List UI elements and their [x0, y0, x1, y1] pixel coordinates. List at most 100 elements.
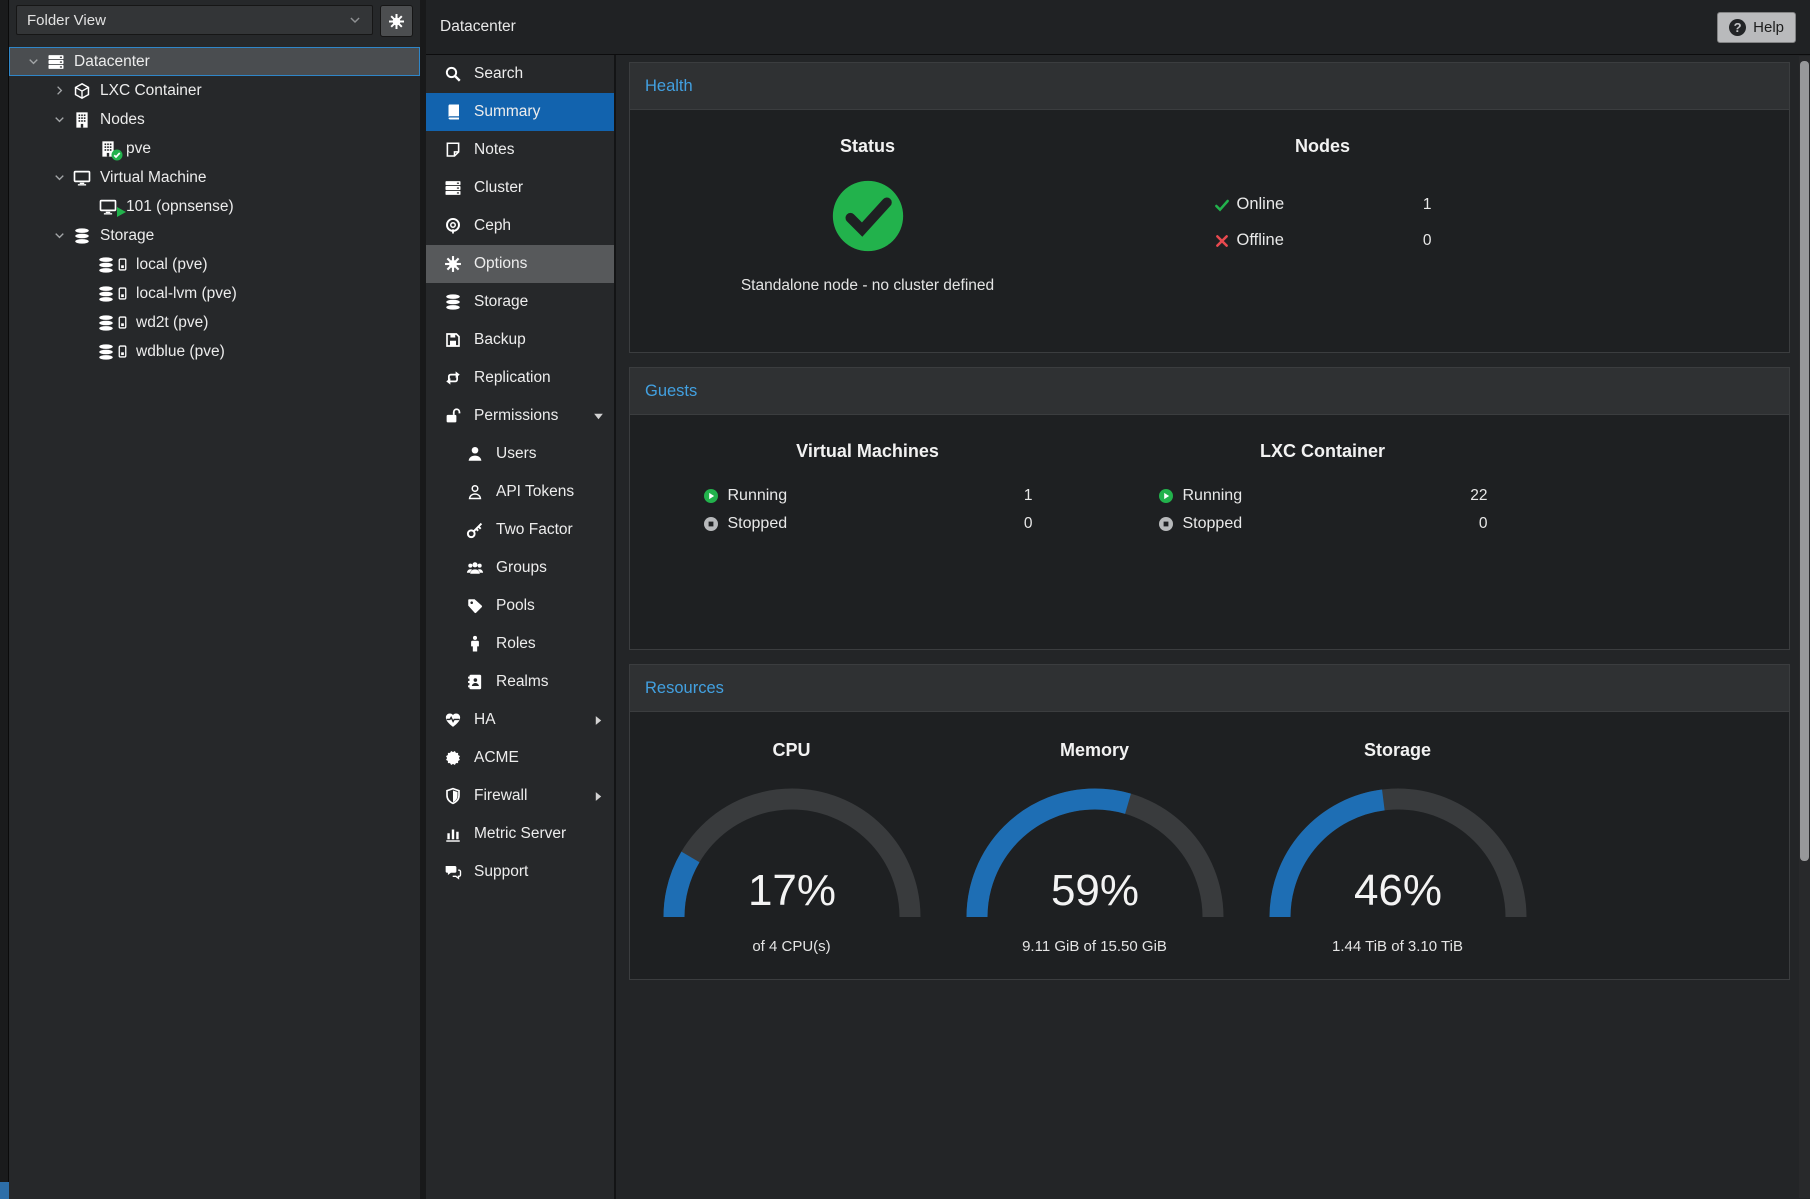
- online-label: Online: [1237, 195, 1285, 214]
- nav-item-api-tokens[interactable]: API Tokens: [426, 473, 614, 511]
- memory-percent: 59%: [1050, 866, 1138, 915]
- cpu-gauge-column: CPU 17% of 4 CPU(s): [640, 740, 943, 955]
- help-button[interactable]: ? Help: [1717, 12, 1796, 43]
- health-status-column: Status Standalone node - no cluster defi…: [640, 136, 1095, 352]
- bar-chart-icon: [443, 825, 462, 844]
- book-icon: [443, 103, 462, 122]
- nav-item-realms[interactable]: Realms: [426, 663, 614, 701]
- nav-item-search[interactable]: Search: [426, 55, 614, 93]
- lxc-stopped-count: 0: [1479, 515, 1488, 533]
- nav-item-groups[interactable]: Groups: [426, 549, 614, 587]
- nodes-offline-row: Offline 0: [1214, 231, 1432, 250]
- nav-item-roles[interactable]: Roles: [426, 625, 614, 663]
- chevron-down-icon[interactable]: [49, 229, 69, 242]
- left-edge-strip: [0, 0, 9, 1199]
- comments-icon: [443, 863, 462, 882]
- nav-item-pools[interactable]: Pools: [426, 587, 614, 625]
- nav-item-options[interactable]: Options: [426, 245, 614, 283]
- database-icon: [443, 293, 462, 312]
- shield-icon: [443, 787, 462, 806]
- nav-item-replication[interactable]: Replication: [426, 359, 614, 397]
- chevron-down-icon[interactable]: [23, 55, 43, 68]
- tree-item-storage[interactable]: Storage: [9, 221, 420, 250]
- cpu-subtext: of 4 CPU(s): [640, 938, 943, 955]
- chevron-right-icon[interactable]: [49, 84, 69, 97]
- tree-item-label: pve: [126, 140, 151, 158]
- server-stack-icon: [45, 52, 67, 71]
- resource-tree: Datacenter LXC Container Nodes pve Virtu…: [9, 46, 420, 366]
- user-outline-icon: [465, 483, 484, 502]
- nav-item-cluster[interactable]: Cluster: [426, 169, 614, 207]
- tree-item-datacenter[interactable]: Datacenter: [9, 47, 420, 76]
- sync-icon: [443, 369, 462, 388]
- tree-item-label: Datacenter: [74, 53, 150, 71]
- chevron-down-icon[interactable]: [49, 171, 69, 184]
- content-scrollbar[interactable]: [1799, 56, 1810, 1198]
- vm-column: Virtual Machines Running 1 Stopped: [640, 441, 1095, 649]
- nav-item-summary[interactable]: Summary: [426, 93, 614, 131]
- vm-heading: Virtual Machines: [640, 441, 1095, 462]
- online-count: 1: [1423, 196, 1432, 214]
- memory-gauge: 59%: [965, 777, 1225, 927]
- resource-tree-sidebar: Folder View Datacenter LXC Container Nod…: [9, 0, 420, 1199]
- cpu-heading: CPU: [640, 740, 943, 761]
- status-message: Standalone node - no cluster defined: [640, 277, 1095, 295]
- tree-item-storage-local[interactable]: local (pve): [9, 250, 420, 279]
- tree-item-storage-wd2t[interactable]: wd2t (pve): [9, 308, 420, 337]
- tree-item-storage-wdblue[interactable]: wdblue (pve): [9, 337, 420, 366]
- nav-item-users[interactable]: Users: [426, 435, 614, 473]
- caret-right-icon[interactable]: [592, 790, 605, 803]
- desktop-icon: [71, 168, 93, 187]
- resources-panel: Resources CPU 17% of 4 CPU(s): [629, 664, 1790, 980]
- nav-item-permissions[interactable]: Permissions: [426, 397, 614, 435]
- chevron-down-icon[interactable]: [49, 113, 69, 126]
- nav-item-two-factor[interactable]: Two Factor: [426, 511, 614, 549]
- caret-right-icon[interactable]: [592, 714, 605, 727]
- cross-icon: [1214, 233, 1230, 249]
- question-icon: ?: [1729, 19, 1746, 36]
- offline-label: Offline: [1237, 231, 1284, 250]
- node-online-icon: [97, 139, 119, 158]
- tree-settings-button[interactable]: [380, 5, 413, 37]
- scrollbar-thumb[interactable]: [1800, 61, 1809, 861]
- vm-running-count: 1: [1024, 487, 1033, 505]
- nav-item-metric-server[interactable]: Metric Server: [426, 815, 614, 853]
- tree-item-lxc-container[interactable]: LXC Container: [9, 76, 420, 105]
- nav-item-ceph[interactable]: Ceph: [426, 207, 614, 245]
- nodes-online-row: Online 1: [1214, 195, 1432, 214]
- status-heading: Status: [640, 136, 1095, 157]
- view-mode-select[interactable]: Folder View: [16, 5, 373, 35]
- nav-item-backup[interactable]: Backup: [426, 321, 614, 359]
- memory-heading: Memory: [943, 740, 1246, 761]
- storage-drive-icon: [97, 313, 129, 332]
- floppy-icon: [443, 331, 462, 350]
- nav-item-support[interactable]: Support: [426, 853, 614, 891]
- guests-panel-header: Guests: [630, 368, 1789, 415]
- gear-icon: [388, 13, 405, 30]
- guests-panel: Guests Virtual Machines Running 1: [629, 367, 1790, 650]
- proxmox-app: Folder View Datacenter LXC Container Nod…: [0, 0, 1810, 1199]
- tree-item-label: LXC Container: [100, 82, 202, 100]
- tree-item-pve[interactable]: pve: [9, 134, 420, 163]
- nav-item-storage[interactable]: Storage: [426, 283, 614, 321]
- health-panel: Health Status Standalone node - no clust…: [629, 62, 1790, 353]
- nav-item-firewall[interactable]: Firewall: [426, 777, 614, 815]
- tree-item-nodes[interactable]: Nodes: [9, 105, 420, 134]
- tag-icon: [465, 597, 484, 616]
- tree-item-label: local-lvm (pve): [136, 285, 237, 303]
- nav-item-acme[interactable]: ACME: [426, 739, 614, 777]
- tree-item-vm-101[interactable]: 101 (opnsense): [9, 192, 420, 221]
- search-icon: [443, 65, 462, 84]
- nav-item-ha[interactable]: HA: [426, 701, 614, 739]
- lxc-column: LXC Container Running 22 Stopped: [1095, 441, 1550, 649]
- note-icon: [443, 141, 462, 160]
- tree-item-virtual-machine[interactable]: Virtual Machine: [9, 163, 420, 192]
- caret-down-icon[interactable]: [592, 410, 605, 423]
- nav-item-notes[interactable]: Notes: [426, 131, 614, 169]
- summary-content: Health Status Standalone node - no clust…: [616, 55, 1810, 1199]
- check-icon: [1214, 197, 1230, 213]
- tree-item-storage-local-lvm[interactable]: local-lvm (pve): [9, 279, 420, 308]
- address-book-icon: [465, 673, 484, 692]
- tree-item-label: local (pve): [136, 256, 208, 274]
- cpu-gauge: 17%: [662, 777, 922, 927]
